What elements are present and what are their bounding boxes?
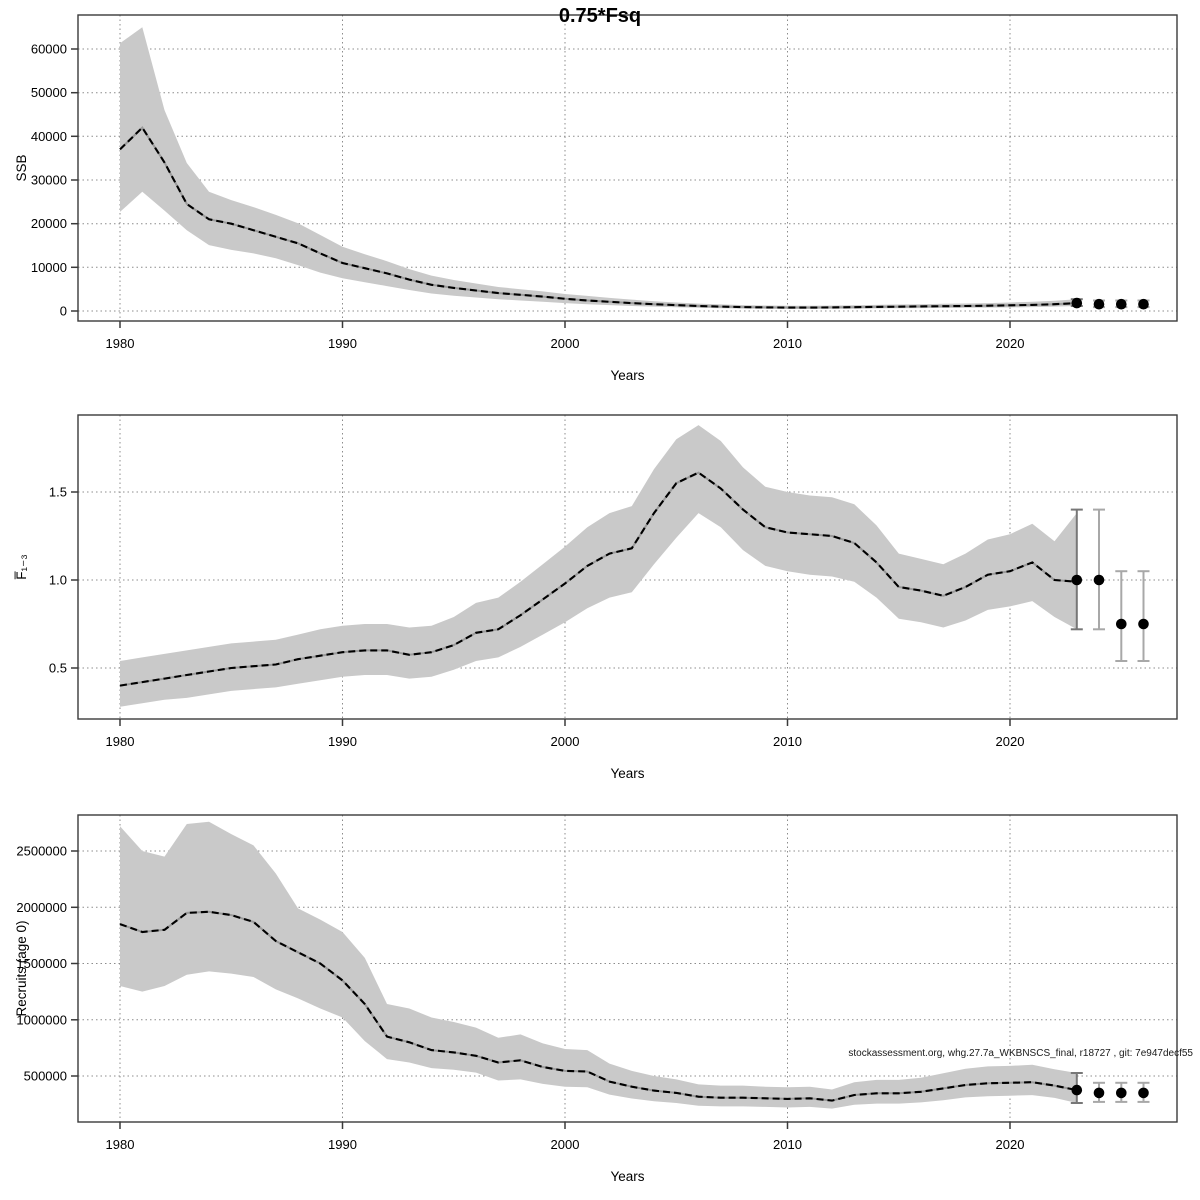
svg-text:1980: 1980 bbox=[106, 336, 135, 351]
forecast-points bbox=[1070, 1072, 1150, 1104]
svg-text:50000: 50000 bbox=[31, 85, 67, 100]
grid-lines bbox=[78, 15, 1177, 321]
svg-text:2010: 2010 bbox=[773, 336, 802, 351]
svg-text:1500000: 1500000 bbox=[16, 956, 67, 971]
svg-text:2020: 2020 bbox=[996, 734, 1025, 749]
svg-text:2020: 2020 bbox=[996, 336, 1025, 351]
svg-text:1980: 1980 bbox=[106, 1137, 135, 1152]
svg-text:2500000: 2500000 bbox=[16, 844, 67, 859]
svg-text:30000: 30000 bbox=[31, 173, 67, 188]
plot-frame bbox=[77, 814, 1178, 1123]
svg-text:2010: 2010 bbox=[773, 1137, 802, 1152]
ssb-chart: 0 10000 20000 30000 40000 50000 60000 1980 1990 2… bbox=[14, 14, 1178, 383]
y-axis-label: Recruits (age 0) bbox=[14, 920, 29, 1016]
plot-frame bbox=[77, 414, 1178, 720]
confidence-band bbox=[120, 27, 1077, 309]
figure-title: 0.75*Fsq bbox=[558, 5, 642, 27]
plot-frame bbox=[77, 14, 1178, 322]
svg-text:2020: 2020 bbox=[996, 1137, 1025, 1152]
axis-ticks: 0 10000 20000 30000 40000 50000 60000 1980 1990 2… bbox=[31, 42, 1025, 352]
svg-text:1980: 1980 bbox=[106, 734, 135, 749]
svg-text:1.0: 1.0 bbox=[49, 573, 67, 588]
svg-text:1990: 1990 bbox=[328, 1137, 357, 1152]
estimate-line bbox=[119, 471, 1077, 687]
fbar-chart: 0.5 1.0 1.5 1980 1990 2000 2010 2020 F̅₁₋₃ Year… bbox=[14, 414, 1178, 781]
svg-text:2000: 2000 bbox=[551, 734, 580, 749]
confidence-band bbox=[120, 425, 1077, 707]
estimate-line bbox=[119, 125, 1077, 309]
x-axis-label: Years bbox=[610, 766, 644, 781]
svg-text:1990: 1990 bbox=[328, 336, 357, 351]
recruitment-chart: 500000 1000000 1500000 2000000 2500000 1980 19… bbox=[14, 814, 1178, 1184]
svg-text:20000: 20000 bbox=[31, 216, 67, 231]
x-axis-label: Years bbox=[610, 368, 644, 383]
axis-ticks: 500000 1000000 1500000 2000000 2500000 1980 19… bbox=[16, 844, 1024, 1153]
svg-text:500000: 500000 bbox=[24, 1069, 67, 1084]
svg-text:10000: 10000 bbox=[31, 260, 67, 275]
svg-text:2000000: 2000000 bbox=[16, 900, 67, 915]
svg-text:0: 0 bbox=[60, 304, 67, 319]
estimate-line bbox=[119, 910, 1078, 1102]
axis-ticks: 0.5 1.0 1.5 1980 1990 2000 2010 2020 bbox=[49, 485, 1025, 750]
svg-text:1000000: 1000000 bbox=[16, 1012, 67, 1027]
forecast-points bbox=[1070, 508, 1150, 662]
confidence-band bbox=[120, 821, 1077, 1109]
svg-text:1990: 1990 bbox=[328, 734, 357, 749]
y-axis-label: SSB bbox=[14, 154, 29, 181]
svg-text:0.5: 0.5 bbox=[49, 661, 67, 676]
svg-text:1.5: 1.5 bbox=[49, 485, 67, 500]
svg-text:2000: 2000 bbox=[551, 1137, 580, 1152]
forecast-points bbox=[1070, 297, 1150, 310]
x-axis-label: Years bbox=[610, 1169, 644, 1184]
source-annotation: stockassessment.org, whg.27.7a_WKBNSCS_f… bbox=[848, 1048, 1193, 1059]
svg-text:40000: 40000 bbox=[31, 129, 67, 144]
svg-text:2000: 2000 bbox=[551, 336, 580, 351]
svg-text:60000: 60000 bbox=[31, 42, 67, 57]
svg-text:2010: 2010 bbox=[773, 734, 802, 749]
y-axis-label: F̅₁₋₃ bbox=[14, 554, 29, 579]
